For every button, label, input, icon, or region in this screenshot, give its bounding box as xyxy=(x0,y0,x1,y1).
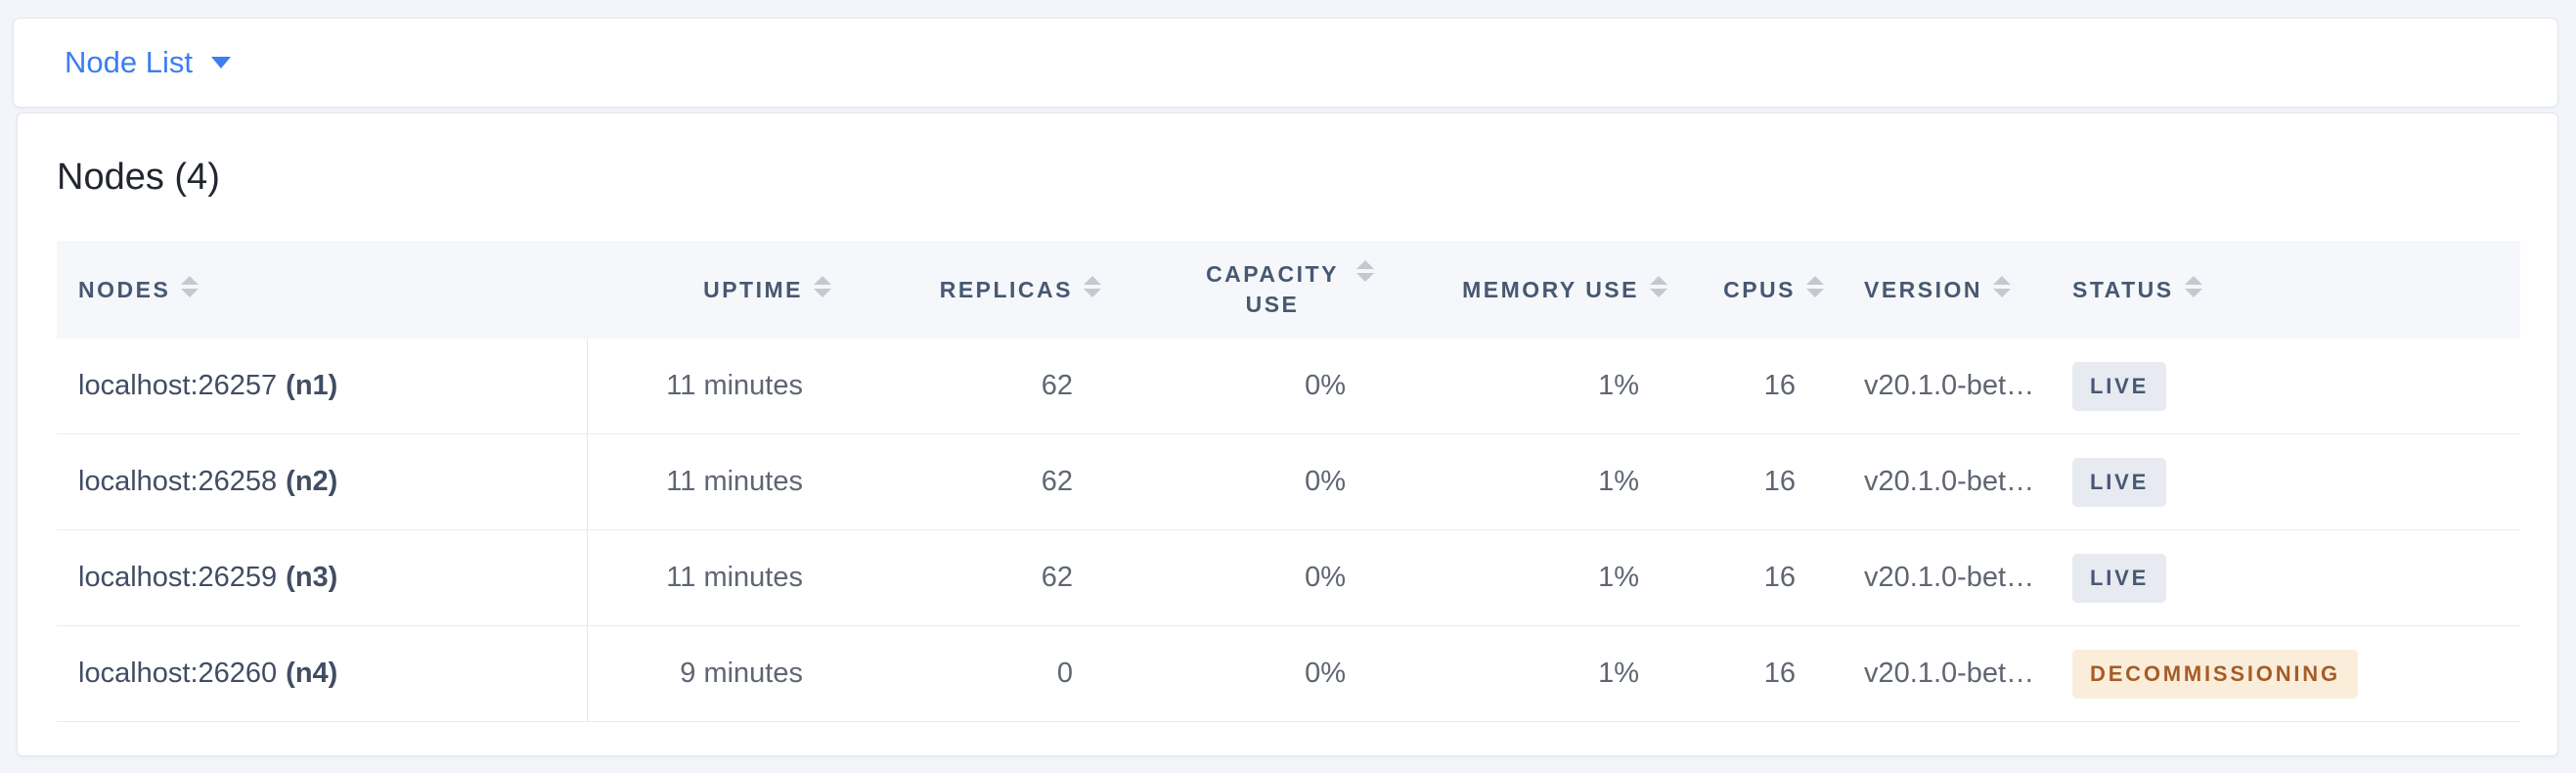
column-header-uptime[interactable]: Uptime xyxy=(588,241,832,339)
sort-icon[interactable] xyxy=(1805,273,1825,306)
sort-icon[interactable] xyxy=(813,273,832,306)
cpus-cell: 16 xyxy=(1763,562,1796,593)
version-cell: v20.1.0-bet… xyxy=(1864,658,2035,689)
view-selector-label: Node List xyxy=(65,45,193,79)
nodes-table: Nodes Uptime Replicas Capacity Use Memor… xyxy=(57,241,2520,722)
status-cell: DECOMMISSIONING xyxy=(2060,626,2520,721)
status-badge: LIVE xyxy=(2072,361,2167,411)
column-header-label: Memory Use xyxy=(1462,276,1639,302)
node-address-cell[interactable]: localhost:26259 (n3) xyxy=(57,530,588,625)
sort-icon[interactable] xyxy=(2184,273,2203,306)
node-address-cell[interactable]: localhost:26260 (n4) xyxy=(57,626,588,721)
capacity-use-cell: 0% xyxy=(1305,370,1346,401)
column-header-label: Replicas xyxy=(939,276,1073,302)
table-row: localhost:26258 (n2) 11 minutes 62 0% 1%… xyxy=(57,434,2520,530)
column-header-label: Version xyxy=(1864,276,1983,302)
node-id: (n1) xyxy=(286,370,338,401)
column-header-cpus[interactable]: CPUs xyxy=(1668,241,1825,339)
capacity-use-cell: 0% xyxy=(1305,658,1346,689)
status-cell: LIVE xyxy=(2060,339,2520,433)
uptime-cell: 11 minutes xyxy=(666,562,803,593)
node-id: (n3) xyxy=(286,562,338,593)
column-header-label: CPUs xyxy=(1723,276,1796,302)
status-badge: DECOMMISSIONING xyxy=(2072,649,2358,699)
capacity-use-cell: 0% xyxy=(1305,562,1346,593)
replicas-cell: 0 xyxy=(1056,658,1073,689)
cpus-cell: 16 xyxy=(1763,370,1796,401)
sort-icon[interactable] xyxy=(1992,273,2012,306)
table-header-row: Nodes Uptime Replicas Capacity Use Memor… xyxy=(57,241,2520,339)
status-badge: LIVE xyxy=(2072,553,2167,603)
table-row: localhost:26260 (n4) 9 minutes 0 0% 1% 1… xyxy=(57,626,2520,722)
memory-use-cell: 1% xyxy=(1598,370,1639,401)
uptime-cell: 11 minutes xyxy=(666,370,803,401)
version-cell: v20.1.0-bet… xyxy=(1864,562,2035,593)
node-id: (n2) xyxy=(286,466,338,497)
table-row: localhost:26259 (n3) 11 minutes 62 0% 1%… xyxy=(57,530,2520,626)
node-address-cell[interactable]: localhost:26257 (n1) xyxy=(57,339,588,433)
view-selector-dropdown[interactable]: Node List xyxy=(65,45,232,80)
node-id: (n4) xyxy=(286,658,338,689)
view-selector-bar: Node List xyxy=(13,18,2558,108)
cpus-cell: 16 xyxy=(1763,658,1796,689)
column-header-label: Status xyxy=(2072,276,2174,302)
status-badge: LIVE xyxy=(2072,457,2167,507)
column-header-status[interactable]: Status xyxy=(2060,241,2520,339)
node-address: localhost:26257 xyxy=(78,370,278,401)
status-cell: LIVE xyxy=(2060,434,2520,529)
memory-use-cell: 1% xyxy=(1598,466,1639,497)
page-title: Nodes (4) xyxy=(57,157,220,198)
cpus-cell: 16 xyxy=(1763,466,1796,497)
capacity-use-cell: 0% xyxy=(1305,466,1346,497)
memory-use-cell: 1% xyxy=(1598,562,1639,593)
version-cell: v20.1.0-bet… xyxy=(1864,370,2035,401)
column-header-label: Uptime xyxy=(703,276,803,302)
status-cell: LIVE xyxy=(2060,530,2520,625)
sort-icon[interactable] xyxy=(1649,273,1668,306)
memory-use-cell: 1% xyxy=(1598,658,1639,689)
column-header-label: Capacity Use xyxy=(1206,260,1339,317)
version-cell: v20.1.0-bet… xyxy=(1864,466,2035,497)
node-address: localhost:26260 xyxy=(78,658,278,689)
uptime-cell: 9 minutes xyxy=(680,658,803,689)
replicas-cell: 62 xyxy=(1041,370,1073,401)
node-address: localhost:26258 xyxy=(78,466,278,497)
column-header-version[interactable]: Version xyxy=(1825,241,2060,339)
chevron-down-icon[interactable] xyxy=(210,56,232,74)
column-header-replicas[interactable]: Replicas xyxy=(832,241,1102,339)
node-address: localhost:26259 xyxy=(78,562,278,593)
column-header-label: Nodes xyxy=(78,276,171,302)
sort-icon[interactable] xyxy=(1355,257,1375,291)
nodes-card: Nodes (4) Nodes Uptime Replicas Capacity… xyxy=(17,113,2558,756)
sort-icon[interactable] xyxy=(1083,273,1102,306)
column-header-memory-use[interactable]: Memory Use xyxy=(1375,241,1668,339)
replicas-cell: 62 xyxy=(1041,562,1073,593)
column-header-nodes[interactable]: Nodes xyxy=(57,241,588,339)
table-row: localhost:26257 (n1) 11 minutes 62 0% 1%… xyxy=(57,339,2520,434)
sort-icon[interactable] xyxy=(180,273,200,306)
column-header-capacity-use[interactable]: Capacity Use xyxy=(1102,241,1375,339)
node-address-cell[interactable]: localhost:26258 (n2) xyxy=(57,434,588,529)
replicas-cell: 62 xyxy=(1041,466,1073,497)
uptime-cell: 11 minutes xyxy=(666,466,803,497)
